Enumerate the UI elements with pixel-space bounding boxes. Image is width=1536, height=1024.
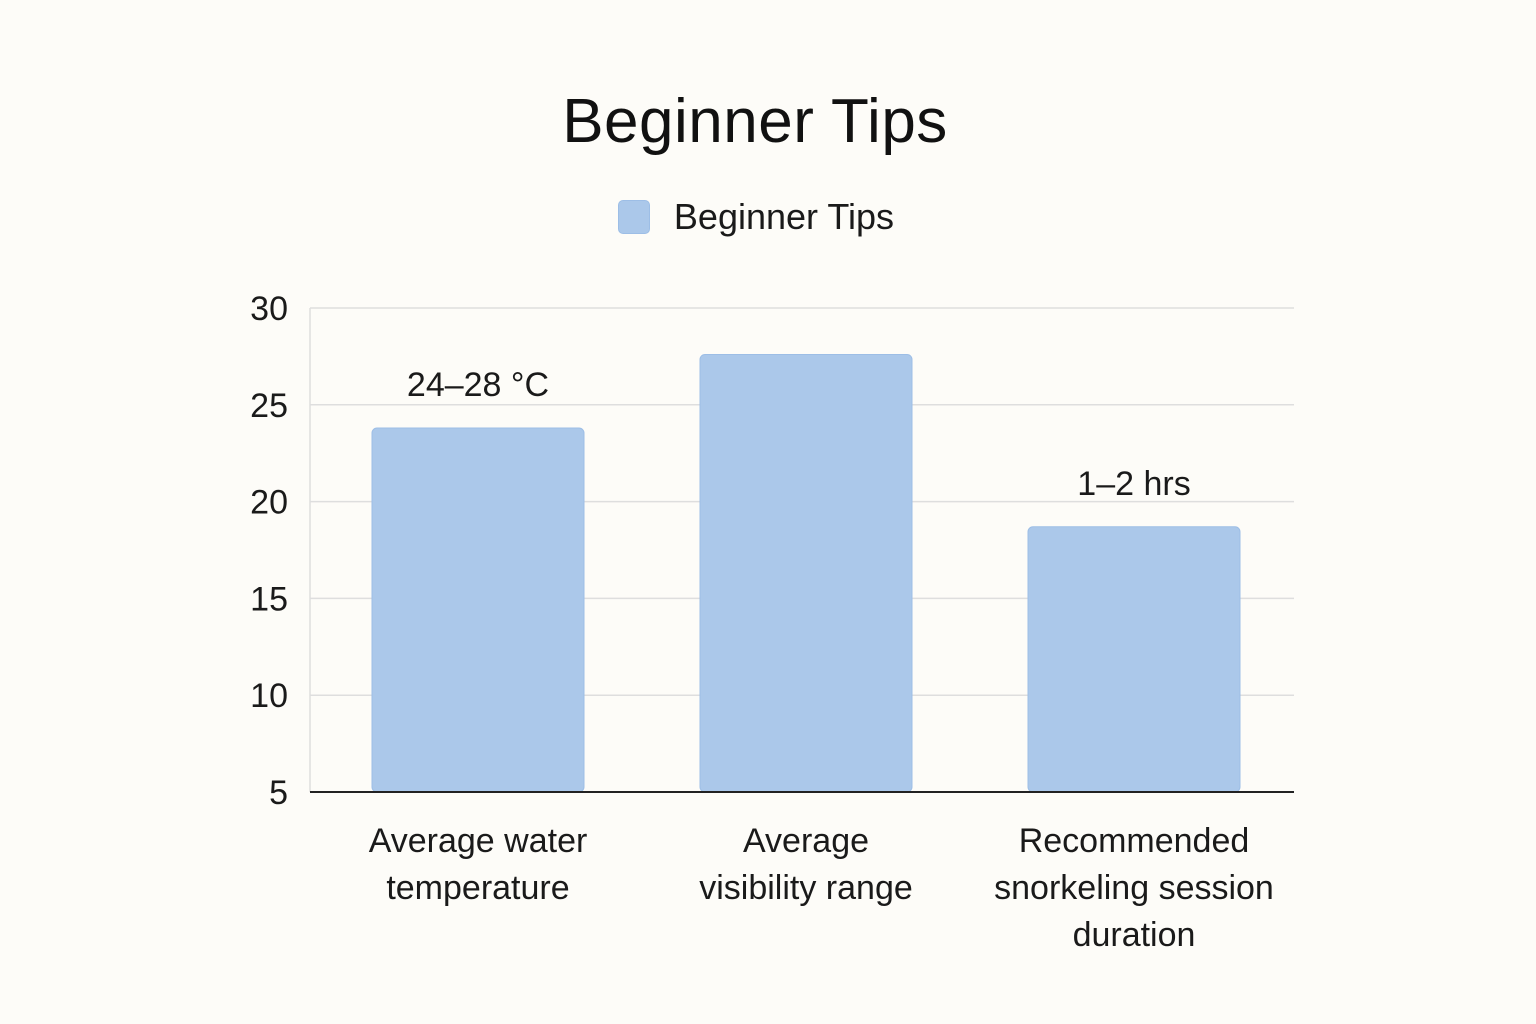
axes: 5 10 15 20 25 30: [250, 290, 1294, 812]
bar: [1027, 526, 1241, 793]
x-tick-label: Average water temperature: [369, 822, 588, 907]
bar: [699, 353, 913, 793]
legend-swatch: [617, 200, 650, 234]
y-tick-label: 25: [250, 387, 288, 425]
legend: Beginner Tips: [0, 196, 1512, 238]
data-label: 1–2 hrs: [1077, 465, 1190, 503]
y-tick-label: 30: [250, 290, 288, 328]
x-tick-label: Average visibility range: [699, 822, 913, 907]
bars: [371, 353, 1241, 793]
y-tick-label: 20: [250, 484, 288, 522]
y-tick-label: 15: [250, 580, 288, 618]
legend-label: Beginner Tips: [673, 196, 895, 237]
chart-title: Beginner Tips: [562, 87, 948, 156]
bar: [371, 427, 585, 793]
y-tick-label: 10: [250, 677, 288, 715]
labels: 24–28 °C Average water temperature Average v…: [369, 366, 1274, 954]
y-tick-label: 5: [269, 774, 288, 812]
data-label: 24–28 °C: [407, 366, 549, 404]
x-tick-label: Recommended snorkeling session duration: [994, 822, 1274, 954]
